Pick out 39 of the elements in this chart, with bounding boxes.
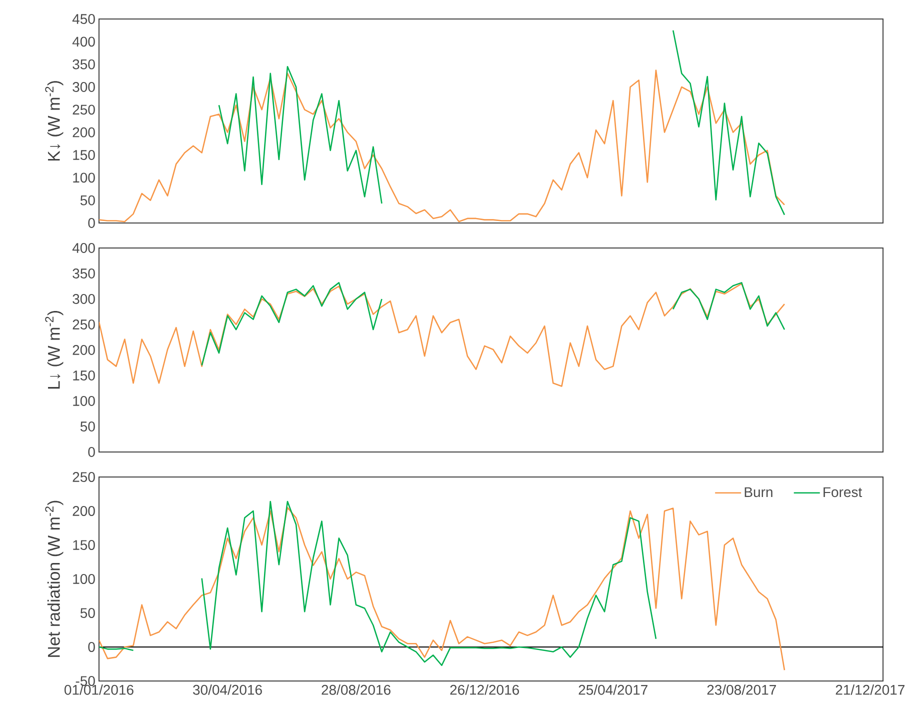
y-tick-label: 50 [80, 195, 95, 206]
y-tick-label: 100 [73, 172, 95, 183]
x-tick-label: 26/12/2016 [450, 684, 519, 695]
y-axis-title: L↓ (W m$^{-2}$) [45, 311, 64, 389]
y-axis-title: Net radiation (W m$^{-2}$) [45, 500, 64, 657]
y-tick-label: 300 [72, 82, 95, 92]
y-tick-label: 350 [72, 59, 95, 70]
y-tick-label: 0 [88, 218, 95, 228]
x-tick-label: 23/08/2017 [707, 684, 776, 695]
y-tick-label: 50 [80, 608, 95, 618]
y-tick-label: 0 [88, 447, 95, 457]
y-tick-label: 200 [72, 127, 95, 138]
y-tick-label: 400 [72, 36, 95, 47]
y-tick-label: 250 [72, 104, 95, 115]
legend-label: Forest [824, 487, 862, 498]
y-tick-label: -50 [76, 676, 95, 686]
x-tick-label: 25/04/2017 [578, 684, 648, 695]
y-tick-label: 50 [80, 422, 95, 432]
y-tick-label: 150 [73, 540, 95, 550]
y-tick-label: 250 [72, 320, 95, 330]
y-tick-label: 350 [72, 268, 95, 278]
y-tick-label: 150 [73, 370, 95, 380]
y-tick-label: 450 [72, 14, 95, 24]
y-axis-title: K↓ (W m$^{-2}$) [45, 81, 64, 161]
y-tick-label: 300 [72, 294, 95, 304]
line-series [99, 283, 786, 387]
y-tick-label: 100 [73, 574, 95, 584]
x-tick-label: 28/08/2016 [322, 684, 390, 695]
y-tick-label: 0 [88, 642, 95, 652]
x-tick-label: 30/04/2016 [193, 684, 262, 695]
y-tick-label: 150 [73, 150, 95, 160]
x-tick-label: 01/01/2016 [64, 684, 134, 695]
y-tick-label: 100 [73, 396, 95, 406]
y-tick-label: 200 [72, 506, 95, 516]
y-tick-label: 200 [72, 345, 95, 355]
legend-label: Burn [744, 487, 772, 498]
y-tick-label: 250 [72, 472, 95, 482]
y-tick-label: 400 [72, 243, 95, 253]
x-tick-label: 21/12/2017 [836, 684, 904, 695]
